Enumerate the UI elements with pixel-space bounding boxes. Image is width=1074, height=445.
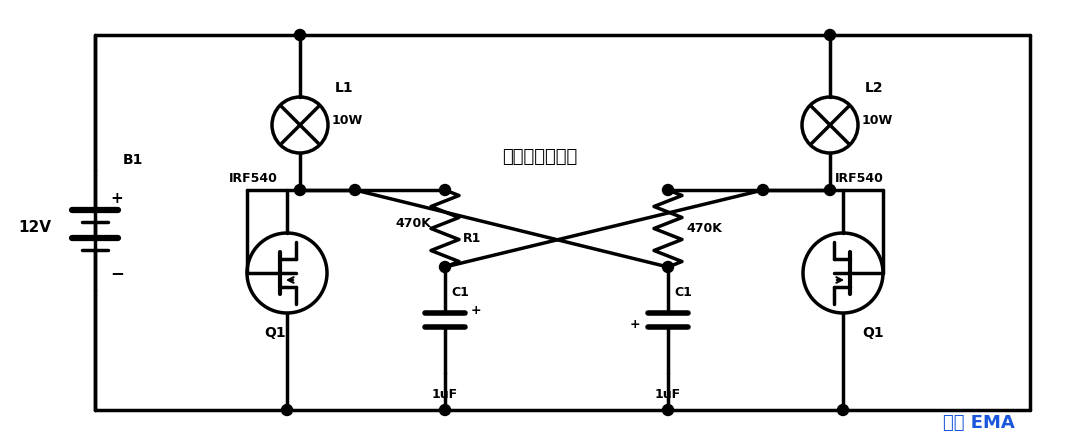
Text: 10W: 10W [862, 113, 894, 126]
Text: C1: C1 [674, 286, 692, 299]
Text: IRF540: IRF540 [229, 171, 278, 185]
Circle shape [349, 185, 361, 195]
Circle shape [825, 29, 836, 40]
Text: IRF540: IRF540 [834, 171, 884, 185]
Text: 10W: 10W [332, 113, 363, 126]
Circle shape [294, 185, 305, 195]
Circle shape [439, 185, 450, 195]
Circle shape [281, 405, 292, 416]
Text: +: + [111, 190, 124, 206]
Text: 1uF: 1uF [655, 388, 681, 401]
Text: 非稳态多谐振器: 非稳态多谐振器 [503, 148, 578, 166]
Text: Q1: Q1 [264, 326, 286, 340]
Circle shape [294, 29, 305, 40]
Circle shape [439, 405, 450, 416]
Text: Q1: Q1 [862, 326, 884, 340]
Circle shape [663, 185, 673, 195]
Text: C1: C1 [451, 286, 469, 299]
Circle shape [757, 185, 769, 195]
Circle shape [663, 262, 673, 272]
Circle shape [439, 262, 450, 272]
Circle shape [825, 185, 836, 195]
Text: +: + [629, 319, 640, 332]
Text: 百芯 EMA: 百芯 EMA [943, 414, 1015, 432]
Text: −: − [110, 264, 124, 282]
Text: 1uF: 1uF [432, 388, 459, 401]
Text: 12V: 12V [18, 219, 52, 235]
Text: R1: R1 [463, 232, 481, 245]
Circle shape [663, 405, 673, 416]
Text: +: + [471, 304, 481, 317]
Text: L2: L2 [865, 81, 884, 95]
Text: L1: L1 [335, 81, 353, 95]
Text: 470K: 470K [686, 222, 722, 235]
Text: B1: B1 [124, 153, 143, 167]
Circle shape [838, 405, 848, 416]
Text: 470K: 470K [395, 217, 431, 230]
